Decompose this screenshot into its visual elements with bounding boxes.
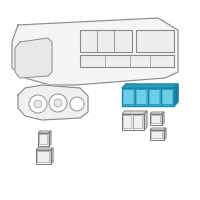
Bar	[136, 30, 174, 52]
Bar	[36, 150, 51, 164]
Polygon shape	[38, 131, 51, 133]
FancyBboxPatch shape	[123, 90, 134, 104]
Circle shape	[70, 97, 84, 111]
Polygon shape	[15, 38, 52, 78]
FancyBboxPatch shape	[134, 116, 142, 128]
Bar	[150, 114, 162, 125]
FancyBboxPatch shape	[123, 116, 132, 128]
Polygon shape	[122, 84, 178, 88]
Polygon shape	[51, 148, 53, 164]
Circle shape	[49, 94, 67, 112]
Polygon shape	[36, 148, 53, 150]
Bar	[38, 133, 49, 146]
Polygon shape	[150, 112, 164, 114]
Bar	[150, 130, 164, 140]
Polygon shape	[12, 18, 178, 85]
Polygon shape	[174, 84, 178, 106]
Bar	[122, 88, 174, 106]
FancyBboxPatch shape	[136, 90, 147, 104]
FancyBboxPatch shape	[39, 135, 48, 144]
FancyBboxPatch shape	[37, 152, 50, 162]
FancyBboxPatch shape	[162, 90, 173, 104]
FancyBboxPatch shape	[149, 90, 160, 104]
Polygon shape	[150, 128, 166, 130]
Polygon shape	[122, 111, 147, 114]
Polygon shape	[144, 111, 147, 130]
Polygon shape	[18, 85, 88, 120]
Circle shape	[29, 95, 47, 113]
Polygon shape	[162, 112, 164, 125]
Circle shape	[54, 99, 62, 107]
FancyBboxPatch shape	[151, 116, 161, 123]
Bar	[80, 55, 174, 67]
Bar	[122, 114, 144, 130]
Polygon shape	[49, 131, 51, 146]
Bar	[80, 30, 132, 52]
FancyBboxPatch shape	[151, 132, 163, 138]
Circle shape	[34, 100, 42, 108]
Polygon shape	[164, 128, 166, 140]
